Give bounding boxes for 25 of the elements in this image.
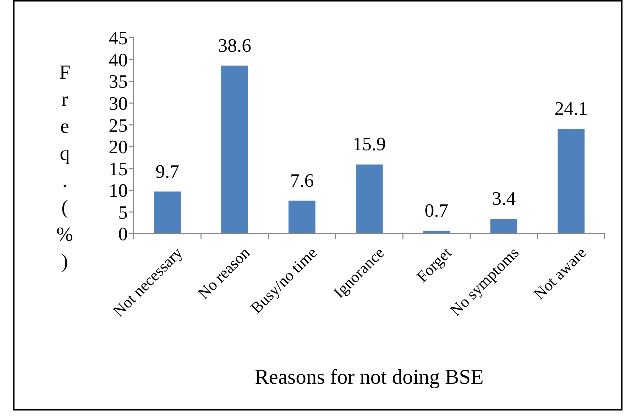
data-label: 0.7 xyxy=(424,200,449,222)
data-label: 7.6 xyxy=(290,170,314,192)
y-tick-label: 10 xyxy=(109,181,128,202)
y-tick-label: 45 xyxy=(109,28,128,50)
data-label: 3.4 xyxy=(492,189,516,210)
y-tick-label: 0 xyxy=(118,224,128,246)
data-label: 15.9 xyxy=(352,134,386,156)
y-tick-label: 15 xyxy=(109,159,128,180)
data-label: 9.7 xyxy=(156,162,180,183)
y-tick-label: 40 xyxy=(109,50,128,72)
bar xyxy=(356,164,383,234)
y-tick-label: 30 xyxy=(109,94,128,115)
y-tick-label: 35 xyxy=(109,72,128,94)
bar xyxy=(288,200,316,234)
bar xyxy=(558,129,585,234)
data-label: 38.6 xyxy=(218,36,252,57)
data-label: 24.1 xyxy=(554,99,588,120)
y-axis-title: Freq.(%) xyxy=(54,62,76,278)
bar xyxy=(221,66,248,234)
bar xyxy=(490,219,518,234)
y-tick-label: 5 xyxy=(118,202,128,224)
y-tick-label: 20 xyxy=(109,138,128,159)
y-tick-label: 25 xyxy=(109,116,128,137)
bar xyxy=(154,192,182,234)
x-axis-title: Reasons for not doing BSE xyxy=(255,365,484,389)
